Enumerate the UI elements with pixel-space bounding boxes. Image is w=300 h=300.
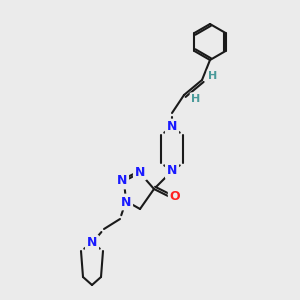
- Text: H: H: [208, 71, 217, 81]
- Text: N: N: [117, 175, 127, 188]
- Text: N: N: [135, 166, 145, 178]
- Text: N: N: [121, 196, 131, 208]
- Text: O: O: [170, 190, 180, 203]
- Text: N: N: [167, 121, 177, 134]
- Text: N: N: [167, 164, 177, 178]
- Text: H: H: [191, 94, 201, 104]
- Text: N: N: [87, 236, 97, 250]
